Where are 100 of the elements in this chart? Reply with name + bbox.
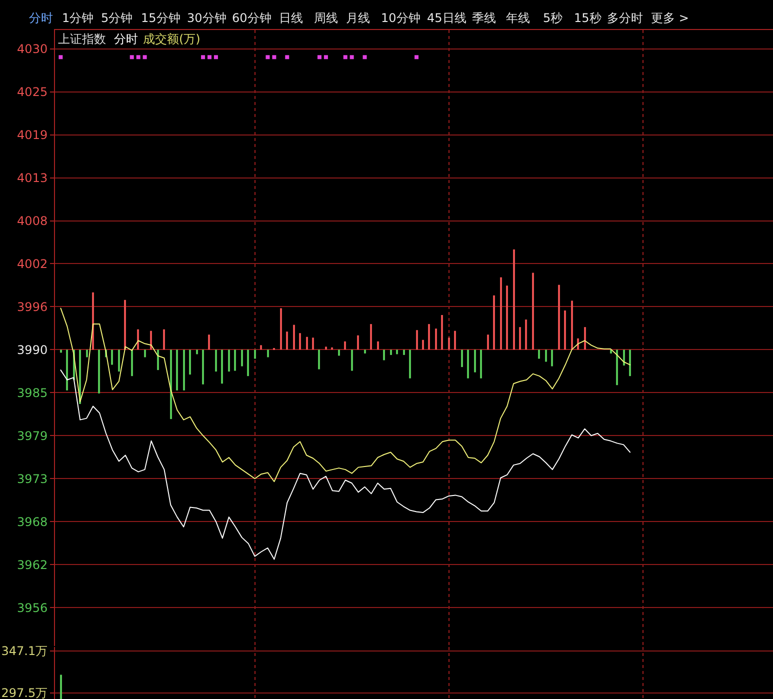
y-tick-label: 297.5万	[1, 686, 48, 699]
text: 更多 >	[651, 11, 689, 25]
bar	[66, 350, 68, 390]
text: 周线	[314, 11, 338, 25]
text: 5分钟	[101, 11, 133, 25]
y-tick-label: 3973	[17, 472, 48, 486]
bar	[338, 350, 340, 356]
bar	[623, 350, 625, 366]
bar	[157, 350, 159, 370]
bar	[428, 324, 430, 350]
bar	[247, 350, 249, 376]
bar	[357, 335, 359, 350]
bar	[383, 350, 385, 360]
y-tick-label: 4002	[17, 256, 48, 271]
bar	[364, 350, 366, 354]
bar	[584, 327, 586, 350]
bar	[396, 350, 398, 354]
text: 多分时	[607, 11, 643, 25]
bar	[280, 308, 282, 350]
line-series	[60, 308, 631, 482]
bar	[202, 350, 204, 384]
bar	[293, 324, 295, 350]
text: 5秒	[543, 11, 563, 25]
y-tick-label: 4008	[17, 214, 48, 228]
bar	[163, 329, 165, 350]
text: 45日线	[427, 11, 466, 25]
text: 1分钟	[62, 11, 94, 25]
bar	[299, 333, 301, 350]
bar	[234, 350, 236, 371]
bar	[118, 350, 120, 372]
bar	[551, 350, 553, 366]
bar	[60, 350, 62, 353]
chart-title: 上证指数	[58, 32, 106, 46]
text: 季线	[472, 11, 496, 25]
bar	[487, 334, 489, 350]
bar	[286, 332, 288, 350]
text: 10分钟	[381, 11, 420, 25]
bar	[196, 350, 198, 354]
bar	[92, 292, 94, 350]
bar	[448, 338, 450, 350]
y-tick-label: 4019	[17, 128, 48, 142]
bar	[538, 350, 540, 359]
bar	[124, 300, 126, 350]
bar	[474, 350, 476, 372]
bar	[267, 350, 269, 358]
bar	[480, 350, 482, 378]
bar	[370, 324, 372, 350]
bar	[441, 315, 443, 350]
bar	[215, 350, 217, 372]
bar	[150, 330, 152, 350]
bar	[493, 295, 495, 350]
bar	[390, 350, 392, 355]
bar	[325, 346, 327, 350]
y-tick-label: 3996	[17, 300, 48, 314]
bar	[545, 350, 547, 362]
text: 月线	[346, 11, 370, 25]
bar	[532, 272, 534, 350]
text: 15分钟	[141, 11, 180, 25]
bar	[111, 350, 113, 365]
bar	[610, 350, 612, 354]
bar	[351, 350, 353, 371]
bar	[144, 350, 146, 358]
bar	[79, 350, 81, 404]
annotation: 成交额(万)	[143, 32, 200, 46]
bar	[318, 350, 320, 370]
y-tick-label: 4025	[17, 85, 48, 100]
y-tick-label: 4013	[17, 170, 48, 185]
y-tick-label: 3968	[17, 514, 48, 529]
bar	[525, 320, 528, 350]
bar	[98, 350, 100, 394]
bar	[312, 338, 314, 350]
bar	[260, 345, 262, 350]
text: 年线	[506, 11, 530, 25]
text: 30分钟	[187, 11, 226, 25]
bar	[616, 350, 618, 386]
y-tick-label: 3990	[17, 342, 48, 357]
y-tick-label: 3985	[17, 386, 48, 400]
bar	[564, 310, 566, 350]
y-tick-label: 3962	[17, 558, 48, 572]
bar	[241, 350, 243, 366]
bar	[183, 350, 185, 390]
bar	[254, 350, 256, 359]
text: 60分钟	[232, 11, 272, 25]
bar	[416, 330, 418, 350]
bar	[506, 286, 508, 350]
bar	[403, 350, 405, 355]
bar	[189, 350, 191, 375]
bar	[435, 328, 437, 350]
y-tick-label: 347.1万	[1, 644, 48, 658]
bar	[208, 334, 210, 350]
line-series	[60, 370, 631, 560]
y-tick-label: 3979	[17, 428, 48, 443]
bar	[461, 350, 463, 368]
chart-subtitle: 分时	[114, 32, 138, 46]
bar	[409, 350, 411, 378]
y-tick-label: 4030	[17, 42, 48, 56]
bar	[170, 350, 172, 420]
bar	[519, 327, 521, 350]
bar	[571, 300, 573, 350]
bar	[221, 350, 223, 384]
